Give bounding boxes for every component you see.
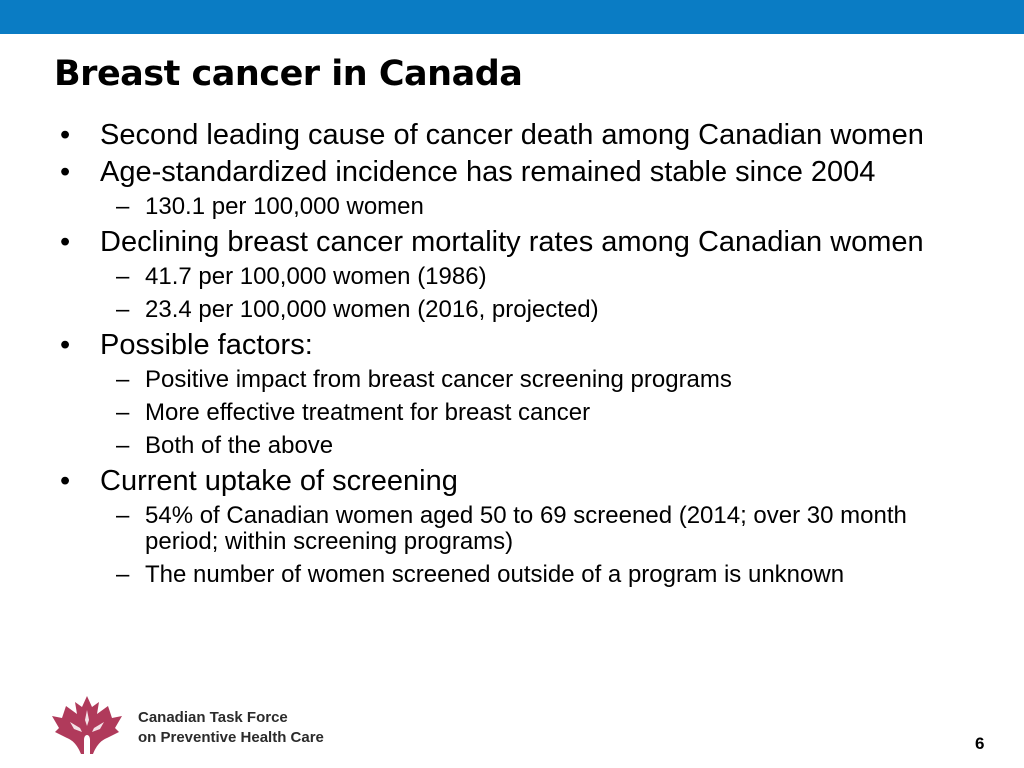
sub-bullet-item: – 54% of Canadian women aged 50 to 69 sc… — [0, 503, 945, 555]
sub-bullet-marker: – — [116, 399, 130, 426]
org-name-line1: Canadian Task Force — [138, 709, 288, 726]
bullet-marker: • — [60, 465, 71, 497]
sub-bullet-text: More effective treatment for breast canc… — [145, 399, 591, 426]
sub-bullet-item: – 23.4 per 100,000 women (2016, projecte… — [0, 297, 945, 323]
bullet-marker: • — [60, 329, 71, 361]
sub-bullet-text: Both of the above — [145, 432, 334, 459]
sub-bullet-marker: – — [116, 561, 130, 588]
sub-bullet-text: 23.4 per 100,000 women (2016, projected) — [145, 296, 599, 323]
bullet-marker: • — [60, 119, 71, 151]
bullet-text: Declining breast cancer mortality rates … — [100, 226, 924, 258]
page-number: 6 — [975, 734, 985, 753]
sub-bullet-marker: – — [116, 263, 130, 290]
bullet-item: • Current uptake of screening — [0, 466, 950, 496]
sub-bullet-item: – More effective treatment for breast ca… — [0, 400, 945, 426]
sub-bullet-item: – Both of the above — [0, 433, 945, 459]
bullet-marker: • — [60, 156, 71, 188]
bullet-item: • Age-standardized incidence has remaine… — [0, 157, 950, 187]
org-name-line2: on Preventive Health Care — [138, 729, 324, 746]
sub-bullet-marker: – — [116, 296, 130, 323]
sub-bullet-item: – Positive impact from breast cancer scr… — [0, 367, 945, 393]
bullet-item: • Second leading cause of cancer death a… — [0, 120, 950, 150]
bullet-item: • Declining breast cancer mortality rate… — [0, 227, 950, 257]
sub-bullet-text: 41.7 per 100,000 women (1986) — [145, 263, 487, 290]
sub-bullet-item: – 130.1 per 100,000 women — [0, 194, 945, 220]
bullet-item: • Possible factors: — [0, 330, 950, 360]
sub-bullet-marker: – — [116, 193, 130, 220]
sub-bullet-text: 130.1 per 100,000 women — [145, 193, 424, 220]
header-bar — [0, 0, 1024, 34]
bullet-text: Age-standardized incidence has remained … — [100, 156, 876, 188]
bullet-marker: • — [60, 226, 71, 258]
sub-bullet-text: 54% of Canadian women aged 50 to 69 scre… — [145, 502, 907, 555]
bullet-text: Possible factors: — [100, 329, 313, 361]
sub-bullet-text: The number of women screened outside of … — [145, 561, 845, 588]
organization-name: Canadian Task Force on Preventive Health… — [138, 708, 324, 748]
sub-bullet-marker: – — [116, 366, 130, 393]
bullet-list: • Second leading cause of cancer death a… — [0, 120, 1024, 595]
maple-leaf-logo-icon — [52, 696, 122, 754]
sub-bullet-item: – 41.7 per 100,000 women (1986) — [0, 264, 945, 290]
bullet-text: Second leading cause of cancer death amo… — [100, 119, 924, 151]
sub-bullet-item: – The number of women screened outside o… — [0, 562, 945, 588]
sub-bullet-marker: – — [116, 502, 130, 529]
sub-bullet-marker: – — [116, 432, 130, 459]
slide-title: Breast cancer in Canada — [54, 54, 523, 94]
sub-bullet-text: Positive impact from breast cancer scree… — [145, 366, 732, 393]
bullet-text: Current uptake of screening — [100, 465, 458, 497]
